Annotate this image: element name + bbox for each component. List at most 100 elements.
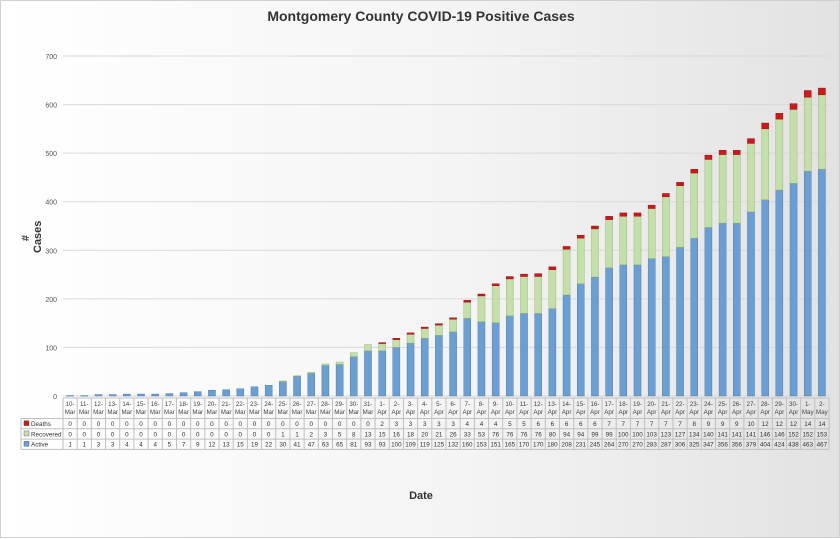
bar-recovered [548, 269, 557, 309]
bar-active [761, 199, 769, 397]
table-value-active: 170 [533, 442, 544, 449]
bar-active [420, 338, 429, 397]
table-value-recovered: 0 [196, 431, 200, 438]
table-value-deaths: 0 [210, 421, 214, 428]
x-tick-label: 29- [335, 401, 344, 408]
bar-deaths [577, 235, 585, 239]
table-value-active: 119 [420, 442, 431, 449]
bar-recovered [449, 319, 457, 333]
table-value-deaths: 0 [139, 421, 143, 428]
x-tick-label: Apr [576, 409, 586, 416]
table-value-active: 379 [746, 442, 757, 449]
x-tick-label: Apr [604, 409, 614, 416]
x-tick-label: 18- [619, 401, 628, 408]
table-value-active: 270 [618, 442, 629, 449]
table-value-deaths: 0 [352, 421, 356, 428]
bar-active [647, 258, 656, 397]
table-value-recovered: 99 [606, 431, 614, 438]
bar-active [335, 364, 344, 397]
table-value-recovered: 33 [464, 431, 472, 438]
x-tick-label: Apr [519, 409, 529, 416]
bar-active [123, 393, 131, 397]
bar-recovered [477, 295, 486, 322]
table-value-deaths: 14 [804, 421, 812, 428]
x-tick-label: Mar [178, 409, 189, 416]
x-tick-label: 15- [137, 401, 146, 408]
table-value-active: 30 [279, 442, 287, 449]
table-value-active: 4 [125, 442, 129, 449]
x-tick-label: Mar [306, 409, 317, 416]
x-tick-label: Mar [278, 409, 289, 416]
x-tick-label: Apr [434, 409, 444, 416]
x-tick-label: 2- [819, 401, 825, 408]
table-value-deaths: 7 [636, 421, 640, 428]
table-value-active: 287 [661, 442, 672, 449]
x-tick-label: Mar [249, 409, 260, 416]
bar-active [236, 388, 245, 397]
x-tick-label: 7- [465, 401, 471, 408]
x-tick-label: 24- [704, 401, 713, 408]
table-value-recovered: 146 [760, 431, 771, 438]
legend-label-deaths: Deaths [31, 421, 51, 428]
table-value-deaths: 7 [607, 421, 611, 428]
x-tick-label: 16- [151, 401, 160, 408]
bar-deaths [761, 122, 769, 130]
table-value-recovered: 103 [646, 431, 657, 438]
bar-deaths [775, 113, 784, 120]
bar-recovered [506, 278, 514, 317]
bar-active [449, 331, 457, 397]
bar-active [364, 350, 372, 397]
x-tick-label: Mar [65, 409, 76, 416]
table-value-deaths: 4 [466, 421, 470, 428]
x-tick-label: 12- [94, 401, 103, 408]
table-value-deaths: 0 [366, 421, 370, 428]
table-value-recovered: 94 [577, 431, 585, 438]
bar-active [250, 386, 259, 397]
bar-active [605, 267, 613, 397]
x-tick-label: 8- [479, 401, 485, 408]
table-value-active: 356 [732, 442, 743, 449]
bar-active [179, 392, 188, 397]
table-value-recovered: 100 [618, 431, 629, 438]
table-value-deaths: 0 [239, 421, 243, 428]
table-value-active: 1 [83, 442, 87, 449]
x-tick-label: Apr [491, 409, 501, 416]
x-tick-label: Apr [689, 409, 699, 416]
table-value-active: 3 [97, 442, 101, 449]
x-tick-label: 6- [450, 401, 456, 408]
x-tick-label: Apr [760, 409, 770, 416]
table-value-deaths: 0 [224, 421, 228, 428]
bar-recovered [350, 352, 358, 357]
bar-deaths [718, 150, 727, 155]
bar-deaths [520, 273, 528, 277]
x-tick-label: Apr [420, 409, 430, 416]
x-tick-label: May [802, 409, 815, 416]
table-value-deaths: 0 [111, 421, 115, 428]
table-value-active: 93 [364, 442, 372, 449]
bar-active [733, 222, 741, 397]
table-value-recovered: 0 [111, 431, 115, 438]
x-tick-label: 14- [122, 401, 131, 408]
bar-recovered [633, 216, 642, 266]
x-tick-label: Mar [122, 409, 133, 416]
table-value-active: 404 [760, 442, 771, 449]
x-tick-label: Apr [704, 409, 714, 416]
y-tick-label: 0 [53, 394, 57, 401]
table-value-active: 231 [576, 442, 587, 449]
x-tick-label: Apr [746, 409, 756, 416]
x-tick-label: Apr [718, 409, 728, 416]
bar-active [591, 276, 599, 397]
table-value-active: 5 [168, 442, 172, 449]
bar-recovered [818, 94, 826, 170]
bar-recovered [491, 285, 500, 323]
table-value-deaths: 0 [338, 421, 342, 428]
table-value-recovered: 134 [689, 431, 700, 438]
bar-deaths [676, 182, 684, 186]
legend-label-recovered: Recovered [31, 431, 62, 438]
y-tick-label: 400 [45, 200, 57, 207]
bar-deaths [506, 276, 514, 280]
table-value-active: 109 [405, 442, 416, 449]
bar-recovered [463, 302, 472, 319]
bar-active [406, 342, 415, 397]
bar-recovered [605, 219, 613, 268]
